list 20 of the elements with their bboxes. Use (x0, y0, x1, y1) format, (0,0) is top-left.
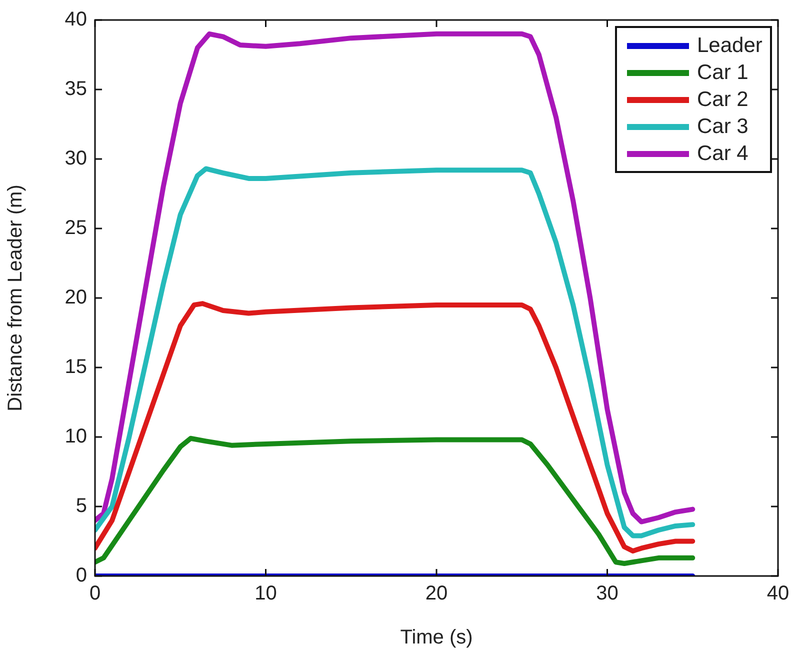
y-tick-label: 15 (64, 356, 87, 378)
y-tick-label: 10 (64, 426, 87, 448)
legend-label: Car 2 (697, 88, 748, 112)
legend-label: Car 3 (697, 114, 748, 138)
y-tick-label: 25 (64, 217, 87, 240)
y-tick-label: 40 (64, 8, 87, 31)
y-tick-label: 0 (76, 564, 87, 587)
legend-label: Leader (697, 34, 762, 58)
x-tick-label: 20 (425, 582, 448, 605)
x-tick-label: 40 (766, 582, 790, 605)
y-tick-label: 35 (64, 78, 87, 100)
y-tick-label: 20 (64, 286, 87, 309)
y-axis-title: Distance from Leader (m) (4, 184, 27, 412)
x-tick-label: 30 (596, 582, 618, 605)
y-tick-label: 5 (76, 495, 87, 518)
x-tick-label: 10 (254, 582, 277, 605)
legend-label: Car 4 (697, 142, 748, 166)
x-axis-title: Time (s) (400, 626, 473, 649)
y-tick-label: 30 (64, 148, 87, 170)
legend-label: Car 1 (697, 60, 748, 84)
